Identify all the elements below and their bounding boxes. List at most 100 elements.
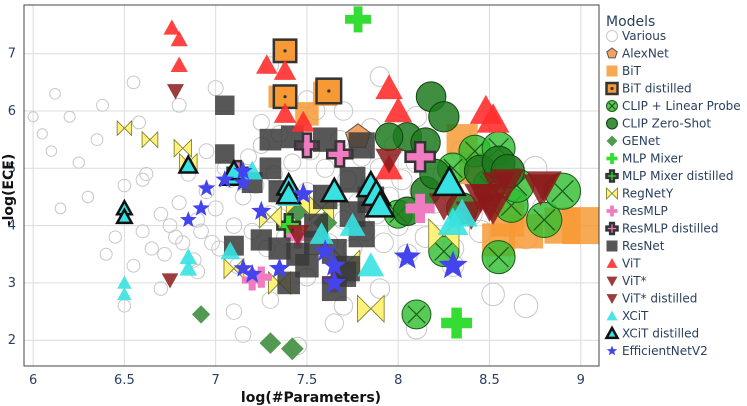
regnety-point: [116, 119, 133, 137]
legend-item-mlp-mixer-distilled: MLP Mixer distilled: [622, 169, 734, 183]
various-point: [513, 293, 539, 319]
regnety-point: [357, 294, 385, 323]
various-point: [72, 156, 85, 169]
vit-point: [166, 84, 185, 100]
various-point: [126, 258, 141, 273]
legend-item-bit: BiT: [622, 64, 642, 78]
vit-point: [256, 54, 278, 74]
clip-linear-probe-point: [401, 299, 432, 330]
legend-item-bit-distilled: BiT distilled: [622, 82, 692, 96]
efficientnetv2-point: [322, 270, 347, 293]
various-point: [135, 172, 150, 187]
resmlp-point: [250, 266, 272, 288]
various-point: [117, 178, 132, 193]
legend-swatch-resmlp-distilled: [605, 221, 619, 236]
legend-item-clip-zero-shot: CLIP Zero-Shot: [622, 117, 711, 131]
legend-swatch-xcit-distilled: [604, 325, 620, 340]
efficientnetv2-point: [251, 200, 272, 220]
legend-swatch-efficientnetv2: [606, 345, 618, 356]
xcit-point: [117, 275, 132, 289]
efficientnetv2-point: [215, 170, 234, 188]
vit-distilled-point: [491, 169, 525, 200]
genet-point: [280, 337, 304, 361]
various-point: [333, 101, 354, 121]
legend-item-vit-distilled: ViT* distilled: [622, 292, 697, 306]
y-tick-label: 7: [8, 47, 16, 62]
various-point: [96, 98, 109, 112]
clip-linear-probe-point: [481, 240, 516, 275]
various-point: [225, 303, 243, 320]
resnet-point: [277, 271, 300, 295]
vit-point: [476, 103, 510, 133]
efficientnetv2-point: [197, 179, 216, 196]
various-point: [481, 282, 505, 307]
vit-point: [375, 74, 403, 100]
xcit-point: [339, 212, 366, 236]
efficientnetv2-point: [438, 250, 468, 279]
efficientnetv2-point: [233, 172, 253, 191]
vit-point: [375, 148, 403, 174]
various-point: [225, 217, 243, 234]
legend-swatch-resmlp: [606, 205, 618, 217]
efficientnetv2-point: [269, 257, 291, 278]
various-point: [132, 115, 146, 130]
legend-item-xcit-distilled: XCiT distilled: [622, 327, 699, 341]
vit-distilled-point: [476, 195, 510, 225]
legend-item-regnety: RegNetY: [622, 187, 674, 201]
legend: Models Various AlexNet BiT BiT distilled CLI…: [604, 14, 741, 358]
legend-swatch-clip-zero-shot: [606, 117, 618, 130]
various-point: [54, 202, 67, 215]
resnet-point: [312, 127, 338, 152]
xcit-point: [179, 259, 198, 276]
x-tick-label: 8: [394, 373, 402, 388]
xcit-distilled-point: [364, 189, 396, 218]
efficientnetv2-point: [233, 161, 253, 180]
vit-point: [161, 273, 179, 289]
legend-swatch-regnety: [606, 187, 618, 200]
legend-swatch-mlp-mixer: [606, 153, 618, 164]
xcit-distilled-point: [319, 176, 349, 203]
various-point: [49, 88, 61, 100]
data-markers: [27, 6, 600, 361]
resnet-point: [215, 144, 235, 164]
efficientnetv2-point: [242, 263, 263, 283]
efficientnetv2-point: [192, 199, 210, 216]
mlp-mixer-point: [441, 307, 473, 339]
xcit-distilled-point: [275, 180, 303, 205]
x-tick-labels: 6 6.5 7 7.5 8 8.5 9: [29, 373, 585, 388]
resnet-point: [295, 253, 319, 278]
vit-point: [273, 59, 297, 80]
various-point: [144, 241, 159, 256]
regnety-point: [141, 130, 159, 149]
y-axis-title: -log(ECE): [1, 154, 17, 226]
legend-item-resnet: ResNet: [622, 239, 665, 253]
mlp-mixer-point: [345, 6, 372, 33]
xcit-point: [357, 252, 385, 277]
vit-point: [384, 97, 413, 123]
resnet-point: [250, 229, 272, 251]
various-point: [81, 190, 95, 204]
resnet-point: [259, 128, 282, 151]
resmlp-point: [405, 193, 435, 223]
resnet-point: [215, 95, 235, 116]
various-point: [240, 148, 257, 166]
legend-item-vit: ViT*: [622, 274, 647, 288]
legend-item-alexnet: AlexNet: [622, 47, 669, 61]
xcit-point: [309, 222, 334, 244]
resnet-point: [268, 237, 291, 260]
various-point: [171, 195, 187, 211]
genet-point: [191, 305, 211, 324]
various-point: [45, 145, 58, 157]
various-point: [207, 200, 224, 217]
legend-item-clip-linear-probe: CLIP + Linear Probe: [622, 99, 741, 113]
efficientnetv2-point: [313, 239, 337, 262]
legend-swatch-vit-distilled: [606, 294, 618, 304]
resnet-point: [259, 157, 282, 180]
legend-item-efficientnetv2: EfficientNetV2: [622, 344, 708, 358]
xcit-distilled-point: [431, 164, 467, 197]
legend-item-various: Various: [622, 29, 666, 43]
xcit-point: [220, 241, 241, 260]
various-point: [198, 143, 215, 159]
x-tick-label: 7.5: [297, 373, 318, 388]
